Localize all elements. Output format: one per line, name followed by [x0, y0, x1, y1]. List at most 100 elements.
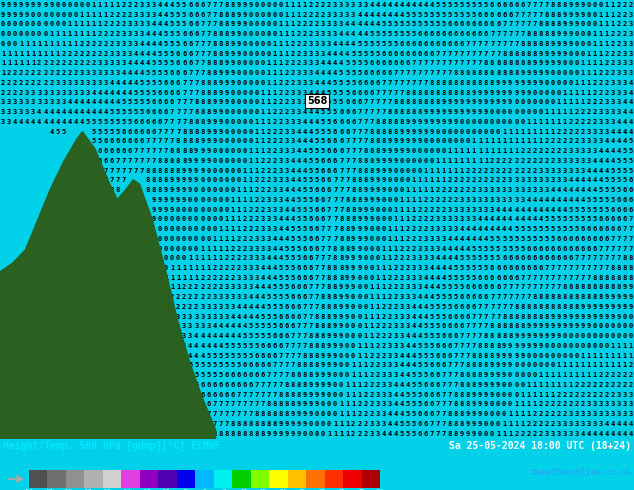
Text: 5: 5: [236, 343, 241, 349]
Text: 1: 1: [418, 187, 422, 193]
Text: 0: 0: [170, 226, 174, 232]
Text: 9: 9: [291, 411, 295, 417]
Text: 8: 8: [545, 41, 548, 47]
Text: 4: 4: [490, 226, 495, 232]
Text: 9: 9: [533, 333, 536, 339]
Text: 4: 4: [496, 216, 500, 222]
Text: 5: 5: [333, 99, 337, 105]
Text: 9: 9: [520, 70, 524, 76]
Text: 4: 4: [67, 109, 72, 115]
Text: 1: 1: [557, 382, 560, 388]
Text: 2: 2: [466, 187, 470, 193]
Text: 6: 6: [351, 119, 355, 125]
Text: 3: 3: [285, 138, 289, 145]
Text: 6: 6: [139, 138, 144, 145]
Text: 3: 3: [562, 421, 567, 427]
Text: 7: 7: [200, 50, 204, 57]
Text: 8: 8: [309, 372, 313, 378]
Text: 5: 5: [230, 353, 235, 359]
Text: 4: 4: [327, 70, 331, 76]
Text: 6: 6: [236, 372, 241, 378]
Text: 5: 5: [484, 265, 488, 271]
Text: 7: 7: [623, 245, 627, 251]
Text: 5: 5: [309, 197, 313, 203]
Text: 8: 8: [206, 70, 210, 76]
Text: 3: 3: [545, 168, 548, 173]
Text: 8: 8: [224, 12, 228, 18]
Text: 568: 568: [307, 96, 327, 106]
Text: 0: 0: [333, 372, 337, 378]
Text: 9: 9: [194, 168, 198, 173]
Text: 9: 9: [321, 382, 325, 388]
Text: 3: 3: [261, 236, 265, 242]
Text: 9: 9: [381, 158, 385, 164]
Text: 6: 6: [291, 285, 295, 291]
Text: 9: 9: [484, 382, 488, 388]
Text: 0: 0: [430, 138, 434, 145]
Text: 8: 8: [411, 99, 416, 105]
Text: 8: 8: [466, 90, 470, 96]
Text: 5: 5: [442, 304, 446, 310]
Text: 8: 8: [285, 392, 289, 398]
Text: 5: 5: [418, 353, 422, 359]
Text: 3: 3: [110, 70, 114, 76]
Text: 9: 9: [339, 294, 343, 300]
Text: 7: 7: [387, 80, 392, 86]
Text: 4: 4: [363, 12, 368, 18]
Text: 2: 2: [206, 285, 210, 291]
Text: 2: 2: [127, 12, 132, 18]
Text: 5: 5: [266, 323, 271, 329]
Text: 9: 9: [569, 323, 573, 329]
Text: 4: 4: [139, 50, 144, 57]
Text: 8: 8: [351, 187, 355, 193]
Text: 5: 5: [490, 236, 495, 242]
Text: 1: 1: [605, 353, 609, 359]
Text: 6: 6: [418, 31, 422, 37]
Text: 4: 4: [562, 206, 567, 213]
Text: 8: 8: [557, 2, 560, 8]
Text: 3: 3: [387, 382, 392, 388]
Text: 2: 2: [381, 314, 385, 320]
Text: 8: 8: [212, 80, 216, 86]
Text: 4: 4: [424, 294, 428, 300]
Text: 1: 1: [339, 411, 343, 417]
Text: 5: 5: [484, 245, 488, 251]
Text: 4: 4: [623, 138, 627, 145]
Text: 9: 9: [586, 304, 591, 310]
Text: 1: 1: [424, 168, 428, 173]
Text: 8: 8: [176, 148, 180, 154]
Text: 5: 5: [285, 285, 289, 291]
Text: 1: 1: [242, 197, 247, 203]
Text: 38: 38: [318, 489, 325, 490]
Text: 0: 0: [586, 333, 591, 339]
Text: 6: 6: [212, 382, 216, 388]
Text: 7: 7: [164, 128, 168, 135]
Text: 7: 7: [393, 80, 398, 86]
Text: 2: 2: [134, 2, 138, 8]
Text: 7: 7: [514, 41, 519, 47]
Text: 0: 0: [593, 323, 597, 329]
Text: 4: 4: [158, 12, 162, 18]
Text: 7: 7: [339, 206, 343, 213]
Text: 4: 4: [333, 70, 337, 76]
Text: 2: 2: [273, 119, 277, 125]
Text: 9: 9: [230, 70, 235, 76]
Text: 2: 2: [533, 168, 536, 173]
Text: 9: 9: [496, 80, 500, 86]
Text: 5: 5: [152, 70, 156, 76]
Text: 1: 1: [25, 50, 29, 57]
Text: 2: 2: [309, 2, 313, 8]
Text: 4: 4: [122, 70, 126, 76]
Text: 3: 3: [103, 60, 108, 66]
Text: 6: 6: [333, 119, 337, 125]
Text: 0: 0: [363, 265, 368, 271]
Text: 1: 1: [478, 158, 482, 164]
Text: 1: 1: [448, 168, 452, 173]
Text: 6: 6: [424, 411, 428, 417]
Text: 2: 2: [369, 382, 373, 388]
Text: 1: 1: [387, 236, 392, 242]
Text: 0: 0: [206, 226, 210, 232]
Text: 0: 0: [7, 31, 11, 37]
Text: 7: 7: [617, 255, 621, 261]
Text: 5: 5: [158, 50, 162, 57]
